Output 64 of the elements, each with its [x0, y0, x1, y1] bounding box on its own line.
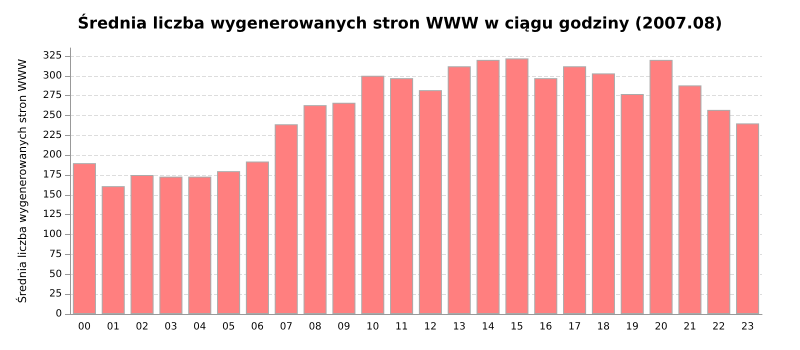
- bar: [418, 90, 442, 314]
- y-tick-label: 325: [42, 50, 62, 62]
- x-tick-label: 05: [222, 322, 235, 332]
- bar: [304, 105, 327, 314]
- x-tick-label: 08: [308, 322, 322, 332]
- x-tick-label: 01: [106, 322, 120, 332]
- x-tick-label: 03: [164, 322, 178, 332]
- bar: [563, 66, 586, 314]
- bar: [72, 163, 96, 314]
- x-tick-label: 02: [136, 322, 148, 332]
- bar: [678, 85, 702, 314]
- x-tick-label: 09: [338, 322, 350, 332]
- bar: [332, 102, 356, 314]
- x-tick-label: 19: [626, 322, 639, 332]
- bar: [592, 73, 615, 314]
- bar: [361, 76, 384, 314]
- bar: [476, 60, 500, 314]
- bar: [130, 175, 154, 314]
- x-tick-label: 06: [251, 322, 264, 332]
- bar: [274, 124, 298, 314]
- x-tick-label: 20: [654, 322, 668, 332]
- y-tick-label: 125: [42, 209, 62, 220]
- bar: [448, 66, 471, 314]
- chart-title: Średnia liczba wygenerowanych stron WWW w ciągu godziny (2007.08): [78, 14, 722, 32]
- y-tick-label: 225: [42, 130, 62, 141]
- bar: [390, 78, 414, 314]
- x-tick-label: 21: [684, 322, 696, 332]
- x-tick-label: 22: [712, 322, 726, 332]
- y-tick-label: 200: [42, 150, 62, 161]
- x-tick-label: 11: [395, 322, 408, 332]
- y-tick-label: 50: [49, 268, 62, 280]
- x-tick-label: 15: [510, 322, 524, 332]
- bar: [188, 176, 212, 314]
- y-tick-label: 25: [49, 288, 62, 300]
- x-tick-label: 00: [78, 322, 91, 332]
- x-tick-label: 17: [568, 322, 581, 332]
- x-tick-label: 07: [280, 322, 293, 332]
- x-tick-label: 12: [424, 322, 437, 332]
- bar: [534, 78, 558, 314]
- x-tick-label: 13: [452, 322, 466, 332]
- x-tick-label: 16: [539, 322, 552, 332]
- x-tick-label: 23: [741, 322, 754, 332]
- x-tick-label: 10: [366, 322, 380, 332]
- bar: [736, 123, 760, 314]
- y-tick-label: 300: [42, 70, 62, 82]
- y-axis-title: Średnia liczba wygenerowanych stron WWW: [15, 58, 29, 304]
- y-tick-label: 100: [42, 229, 62, 240]
- bar: [217, 171, 240, 314]
- y-tick-label: 275: [42, 90, 62, 102]
- x-tick-label: 14: [482, 322, 494, 332]
- y-tick-label: 250: [42, 110, 62, 121]
- bar: [650, 60, 673, 314]
- bar: [159, 176, 182, 314]
- bar: [707, 110, 730, 314]
- bar: [505, 58, 528, 314]
- y-tick-label: 0: [56, 308, 62, 320]
- bar: [102, 186, 125, 314]
- bar: [246, 162, 269, 314]
- bar: [620, 94, 644, 314]
- x-tick-label: 04: [193, 322, 206, 332]
- y-tick-label: 75: [49, 248, 62, 260]
- y-tick-label: 175: [42, 170, 62, 181]
- y-tick-label: 150: [42, 189, 62, 200]
- x-tick-label: 18: [597, 322, 610, 332]
